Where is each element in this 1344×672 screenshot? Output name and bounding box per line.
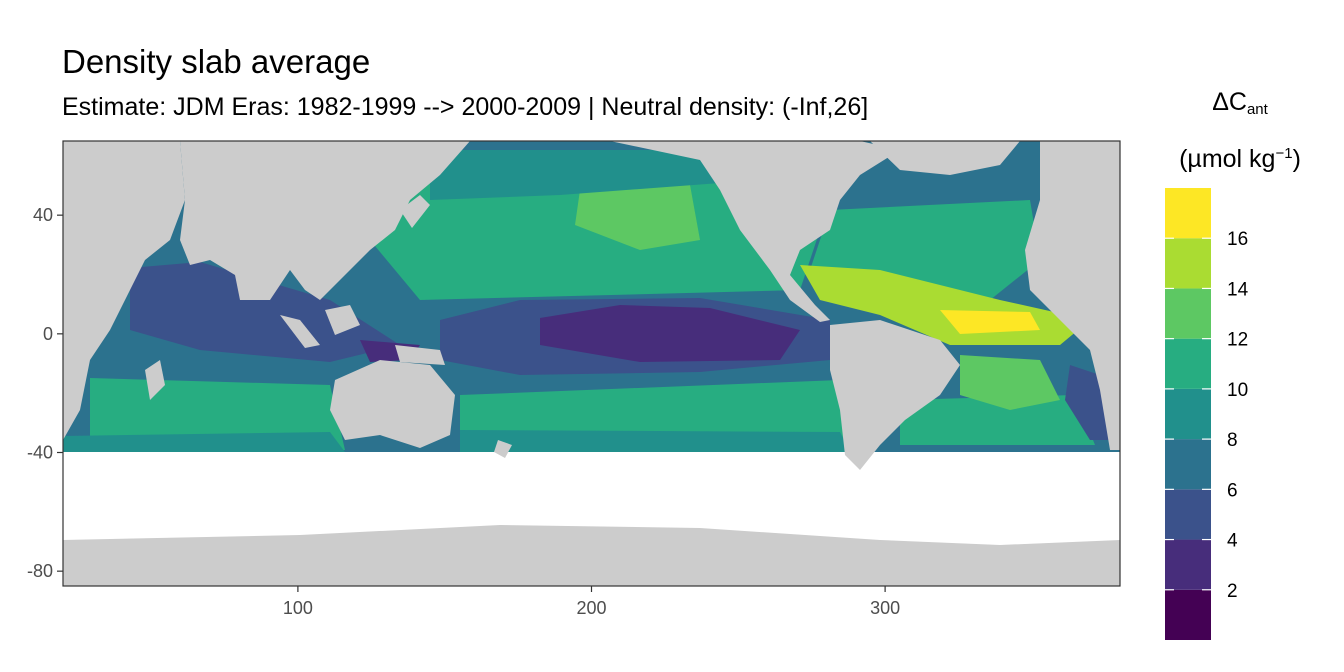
land-japan — [400, 195, 430, 228]
y-tick-label: 40 — [33, 205, 53, 225]
legend-units-superscript: −1 — [1275, 145, 1293, 162]
map-subtitle: Estimate: JDM Eras: 1982-1999 --> 2000-2… — [62, 93, 869, 121]
legend-label: 12 — [1227, 330, 1248, 351]
legend-label: 14 — [1227, 279, 1249, 300]
ocean-indian-tropics — [130, 262, 400, 362]
land-new-guinea — [395, 345, 445, 365]
land-north-america — [610, 141, 900, 322]
legend-bin — [1165, 439, 1211, 490]
ocean-band-subpolar-pacific — [430, 150, 760, 200]
map-layers — [63, 141, 1120, 586]
land — [63, 141, 1120, 586]
legend-label: 4 — [1227, 531, 1238, 552]
land-south-america — [830, 320, 960, 470]
legend-units: (µmol kg−1) — [1150, 138, 1330, 175]
land-greenland — [870, 141, 1020, 175]
x-tick-label: 200 — [576, 598, 606, 618]
legend-bin — [1165, 388, 1211, 440]
land-africa — [63, 141, 185, 440]
legend-label: 8 — [1227, 430, 1238, 451]
legend-title: ΔCant — [1150, 86, 1330, 126]
legend-bin — [1165, 539, 1211, 590]
y-tick-label: 0 — [43, 324, 53, 344]
ocean-south-atlantic — [960, 355, 1060, 410]
legend-bin — [1165, 288, 1211, 339]
ocean-band-southern-edge — [63, 430, 850, 452]
x-tick-label: 100 — [283, 598, 313, 618]
legend-label: 2 — [1227, 581, 1238, 602]
land-borneo — [325, 305, 360, 335]
ocean-tropical-pacific-core — [540, 305, 800, 362]
legend-units-suffix: ) — [1292, 145, 1301, 173]
legend-bin — [1165, 338, 1211, 389]
legend-symbol: ΔC — [1212, 88, 1247, 116]
legend-units-prefix: (µmol kg — [1179, 145, 1276, 173]
legend-bin — [1165, 589, 1211, 640]
legend-label: 16 — [1227, 229, 1248, 250]
legend-bin — [1165, 238, 1211, 289]
x-tick-label: 300 — [870, 598, 900, 618]
legend-bin — [1165, 188, 1211, 239]
legend-label: 10 — [1227, 380, 1248, 401]
land-sumatra — [280, 315, 320, 348]
land-europe-africa — [1025, 141, 1120, 450]
legend-bin — [1165, 489, 1211, 540]
land-madagascar — [145, 360, 165, 400]
land-new-zealand — [494, 440, 512, 458]
land-antarctica — [63, 525, 1120, 586]
ocean-gyre-north-pacific — [575, 185, 700, 250]
land-australia — [330, 360, 455, 448]
map-title: Density slab average — [62, 43, 371, 80]
y-tick-label: -80 — [27, 561, 53, 581]
y-tick-label: -40 — [27, 443, 53, 463]
legend-subscript: ant — [1246, 101, 1268, 118]
legend-label: 6 — [1227, 480, 1238, 501]
land-asia — [180, 141, 470, 300]
legend-colorbar: 2 4 6 8 10 12 14 16 — [1165, 188, 1249, 640]
ocean-tropical-atlantic-peak — [940, 310, 1040, 334]
